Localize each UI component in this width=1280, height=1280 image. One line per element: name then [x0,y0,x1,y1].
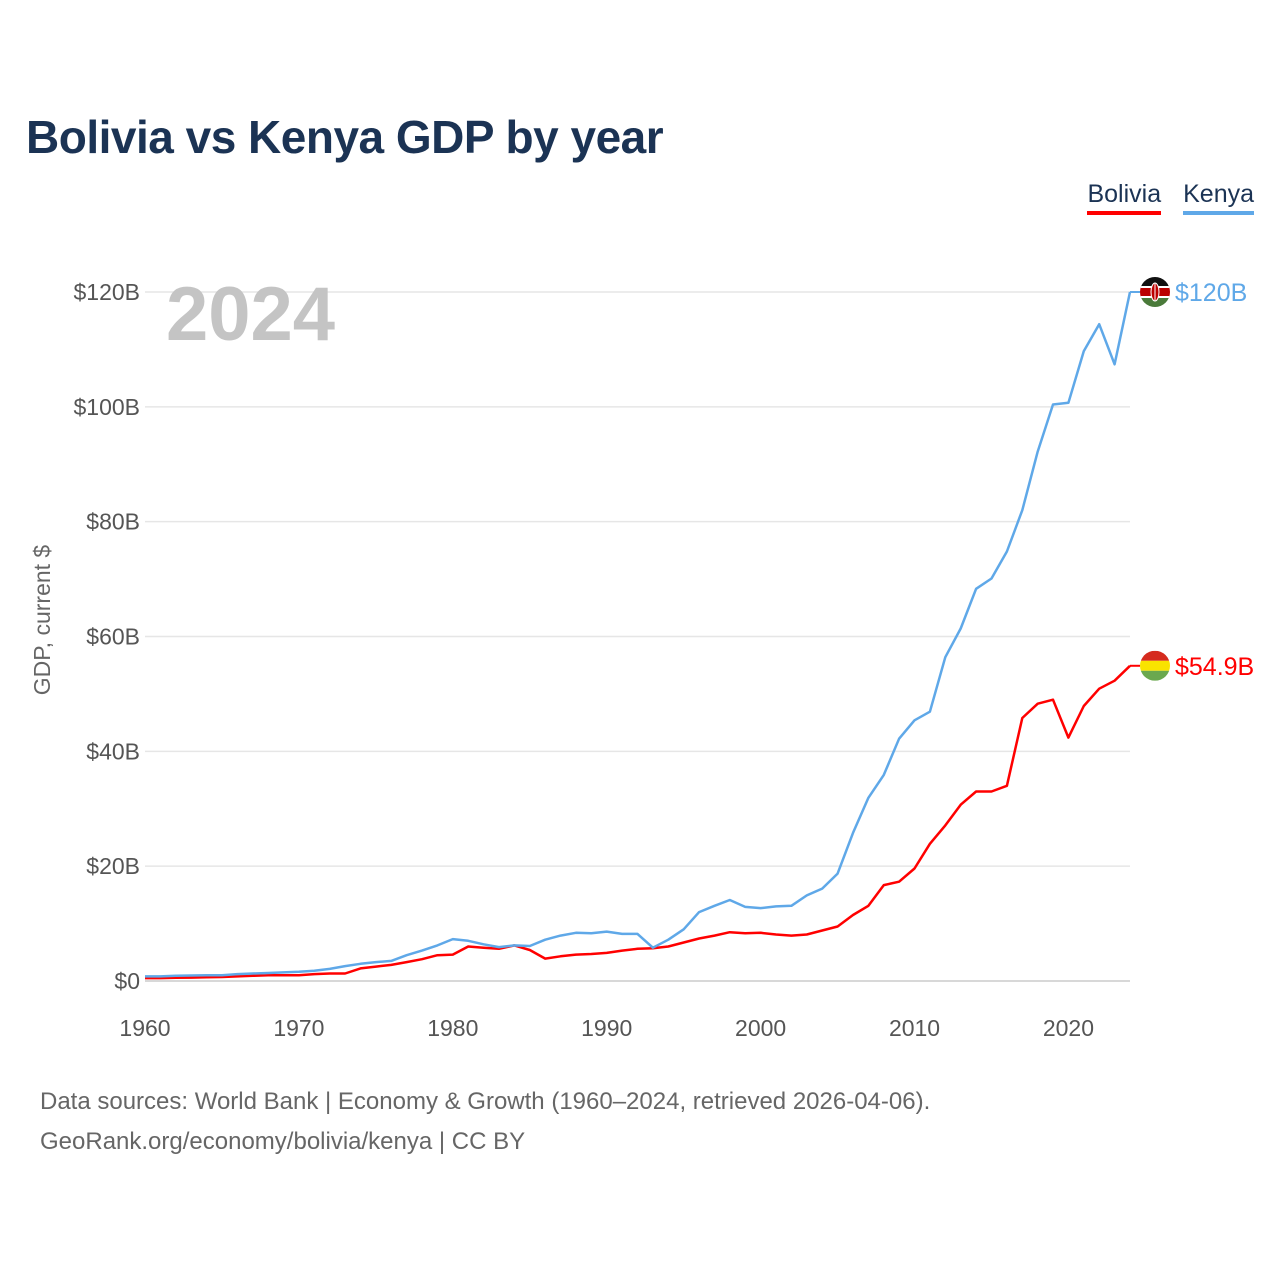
series-line-kenya[interactable] [145,291,1132,978]
legend: Bolivia Kenya [1087,180,1254,215]
x-tick-label: 1970 [273,1015,324,1041]
end-value-label-bolivia: $54.9B [1175,653,1254,681]
x-tick-label: 2010 [889,1015,940,1041]
x-tick-label: 1960 [119,1015,170,1041]
y-tick-label: $80B [86,509,140,535]
end-value-label-kenya: $120B [1175,279,1247,307]
footer-link[interactable]: GeoRank.org/economy/bolivia/kenya | CC B… [40,1128,526,1155]
legend-item-kenya[interactable]: Kenya [1183,180,1254,215]
footer: Data sources: World Bank | Economy & Gro… [40,1082,930,1162]
legend-item-bolivia[interactable]: Bolivia [1087,180,1162,215]
series-lines [145,291,1132,980]
y-tick-label: $120B [73,279,140,305]
y-tick-label: $40B [86,738,140,764]
x-tick-label: 1990 [581,1015,632,1041]
chart-title: Bolivia vs Kenya GDP by year [26,111,664,163]
year-label: 2024 [166,272,335,357]
x-axis-ticks: 1960 1970 1980 1990 2000 2010 2020 [119,1015,1094,1041]
x-tick-label: 1980 [427,1015,478,1041]
y-tick-label: $100B [73,394,140,420]
y-axis-ticks: $0 $20B $40B $60B $80B $100B $120B [73,279,140,994]
y-tick-label: $0 [114,968,140,994]
grid-lines [145,291,1130,982]
end-markers: $54.9B $120B [1130,277,1254,681]
kenya-flag-icon [1140,277,1170,307]
x-tick-label: 2000 [735,1015,786,1041]
bolivia-flag-icon [1140,650,1170,681]
y-tick-label: $20B [86,853,140,879]
series-line-bolivia[interactable] [145,664,1131,980]
x-tick-label: 2020 [1043,1015,1094,1041]
y-axis-label: GDP, current $ [29,545,55,696]
y-tick-label: $60B [86,624,140,650]
footer-sources: Data sources: World Bank | Economy & Gro… [40,1088,931,1115]
